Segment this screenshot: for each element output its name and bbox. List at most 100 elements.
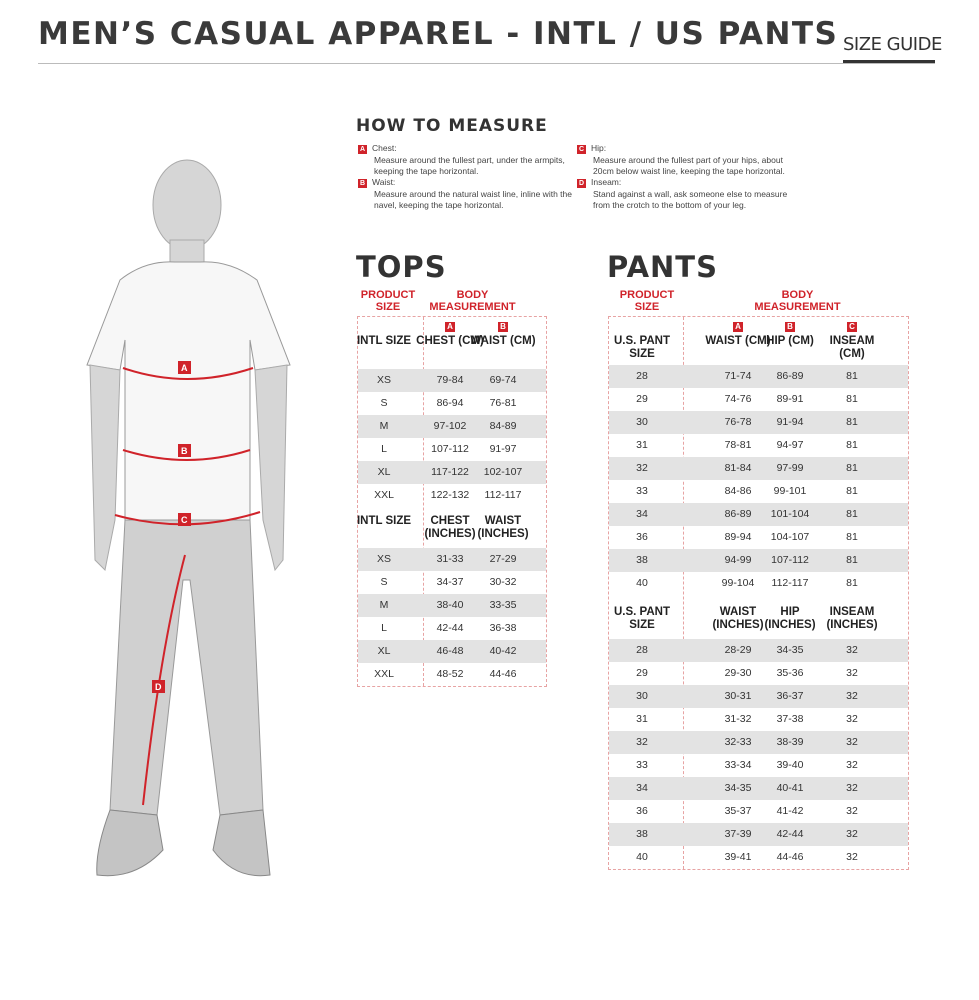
- table-cell: 39-40: [776, 759, 804, 771]
- table-cell: XXL: [374, 668, 394, 680]
- table-cell: 81: [846, 462, 858, 474]
- figure-label-a: A: [181, 363, 188, 373]
- table-cell: 32: [846, 828, 858, 840]
- table-row: 40 39-41 44-46 32: [609, 846, 908, 869]
- table-cell: 28: [636, 370, 648, 382]
- column-header: HIP (CM): [766, 335, 814, 347]
- table-cell: 101-104: [770, 508, 810, 520]
- tops-body-measurement-header: BODY MEASUREMENT: [429, 289, 516, 313]
- figure-label-d: D: [155, 682, 162, 692]
- tops-table: INTL SIZE CHEST (CM) WAIST (CM) A B XS 79-84 69…: [357, 316, 547, 687]
- body-figure: A B C D: [86, 159, 291, 877]
- table-cell: 32: [636, 462, 648, 474]
- measure-badge: D: [577, 179, 586, 188]
- table-cell: 81: [846, 508, 858, 520]
- table-cell: 32: [846, 759, 858, 771]
- table-cell: 29: [636, 667, 648, 679]
- table-cell: 76-78: [724, 416, 752, 428]
- table-cell: 32: [846, 690, 858, 702]
- table-cell: 33: [636, 485, 648, 497]
- table-cell: XXL: [374, 489, 394, 501]
- table-cell: 97-102: [433, 420, 467, 432]
- table-cell: 44-46: [489, 668, 517, 680]
- table-row: 29 29-30 35-36 32: [609, 662, 908, 685]
- table-cell: 42-44: [776, 828, 804, 840]
- table-cell: 32: [846, 713, 858, 725]
- measure-description: Stand against a wall, ask someone else t…: [593, 188, 788, 211]
- table-cell: 35-36: [776, 667, 804, 679]
- table-cell: 44-46: [776, 851, 804, 863]
- inseam-arrow: [142, 554, 186, 806]
- table-cell: 46-48: [436, 645, 464, 657]
- table-row: 31 31-32 37-38 32: [609, 708, 908, 731]
- table-row: 33 33-34 39-40 32: [609, 754, 908, 777]
- table-cell: 32: [846, 782, 858, 794]
- table-cell: 32: [846, 736, 858, 748]
- table-row: 38 94-99 107-112 81: [609, 549, 908, 572]
- table-cell: 34-35: [724, 782, 752, 794]
- table-cell: 30-31: [724, 690, 752, 702]
- column-header: CHEST (INCHES): [424, 515, 476, 540]
- table-cell: 28: [636, 644, 648, 656]
- table-cell: 78-81: [724, 439, 752, 451]
- table-row: 33 84-86 99-101 81: [609, 480, 908, 503]
- table-row: L 107-112 91-97: [358, 438, 546, 461]
- table-cell: 42-44: [436, 622, 464, 634]
- measure-name: Hip:: [591, 143, 607, 153]
- column-header: INTL SIZE: [356, 335, 412, 347]
- table-cell: XS: [376, 553, 392, 565]
- table-cell: 34: [636, 508, 648, 520]
- table-row: L 42-44 36-38: [358, 617, 546, 640]
- table-row: XXL 122-132 112-117: [358, 484, 546, 507]
- table-cell: 38: [636, 554, 648, 566]
- table-cell: M: [379, 599, 389, 611]
- table-cell: 81: [846, 485, 858, 497]
- table-cell: 31-33: [436, 553, 464, 565]
- table-row: 30 76-78 91-94 81: [609, 411, 908, 434]
- table-cell: L: [381, 443, 387, 455]
- table-row: 32 32-33 38-39 32: [609, 731, 908, 754]
- table-row: 28 28-29 34-35 32: [609, 639, 908, 662]
- table-cell: 32: [846, 851, 858, 863]
- table-cell: 99-104: [721, 577, 755, 589]
- table-cell: 31: [636, 439, 648, 451]
- table-row: 28 71-74 86-89 81: [609, 365, 908, 388]
- table-cell: 81: [846, 554, 858, 566]
- measure-badge: C: [577, 145, 586, 154]
- measure-badge-a: A: [733, 322, 743, 332]
- table-cell: 81: [846, 577, 858, 589]
- table-cell: 89-91: [776, 393, 804, 405]
- table-cell: 39-41: [724, 851, 752, 863]
- table-cell: 41-42: [776, 805, 804, 817]
- column-header: WAIST (CM): [470, 335, 536, 347]
- table-cell: 30: [636, 690, 648, 702]
- column-header: CHEST (CM): [416, 335, 484, 347]
- table-row: 30 30-31 36-37 32: [609, 685, 908, 708]
- table-cell: 107-112: [771, 554, 809, 566]
- table-cell: 97-99: [776, 462, 804, 474]
- measure-item-waist: B Waist: Measure around the natural waist …: [358, 177, 573, 212]
- table-cell: XS: [376, 374, 392, 386]
- column-header: WAIST (CM): [705, 335, 771, 347]
- table-cell: 91-97: [489, 443, 517, 455]
- table-cell: 38: [636, 828, 648, 840]
- table-cell: 35-37: [724, 805, 752, 817]
- header-divider: [38, 63, 935, 64]
- chest-arrow: [122, 367, 254, 380]
- tops-title: TOPS: [356, 250, 447, 284]
- measure-name: Chest:: [372, 143, 397, 153]
- measure-name: Waist:: [372, 177, 396, 187]
- table-cell: 33-35: [489, 599, 517, 611]
- table-cell: S: [380, 397, 388, 409]
- table-cell: 38-39: [776, 736, 804, 748]
- table-row: 36 89-94 104-107 81: [609, 526, 908, 549]
- table-cell: S: [380, 576, 388, 588]
- measure-badge-b: B: [498, 322, 508, 332]
- column-header: WAIST (INCHES): [712, 606, 764, 631]
- table-cell: 99-101: [773, 485, 807, 497]
- page-title: MEN’S CASUAL APPAREL - INTL / US PANTS: [38, 16, 839, 52]
- table-row: 29 74-76 89-91 81: [609, 388, 908, 411]
- table-cell: 34-35: [776, 644, 804, 656]
- table-row: S 34-37 30-32: [358, 571, 546, 594]
